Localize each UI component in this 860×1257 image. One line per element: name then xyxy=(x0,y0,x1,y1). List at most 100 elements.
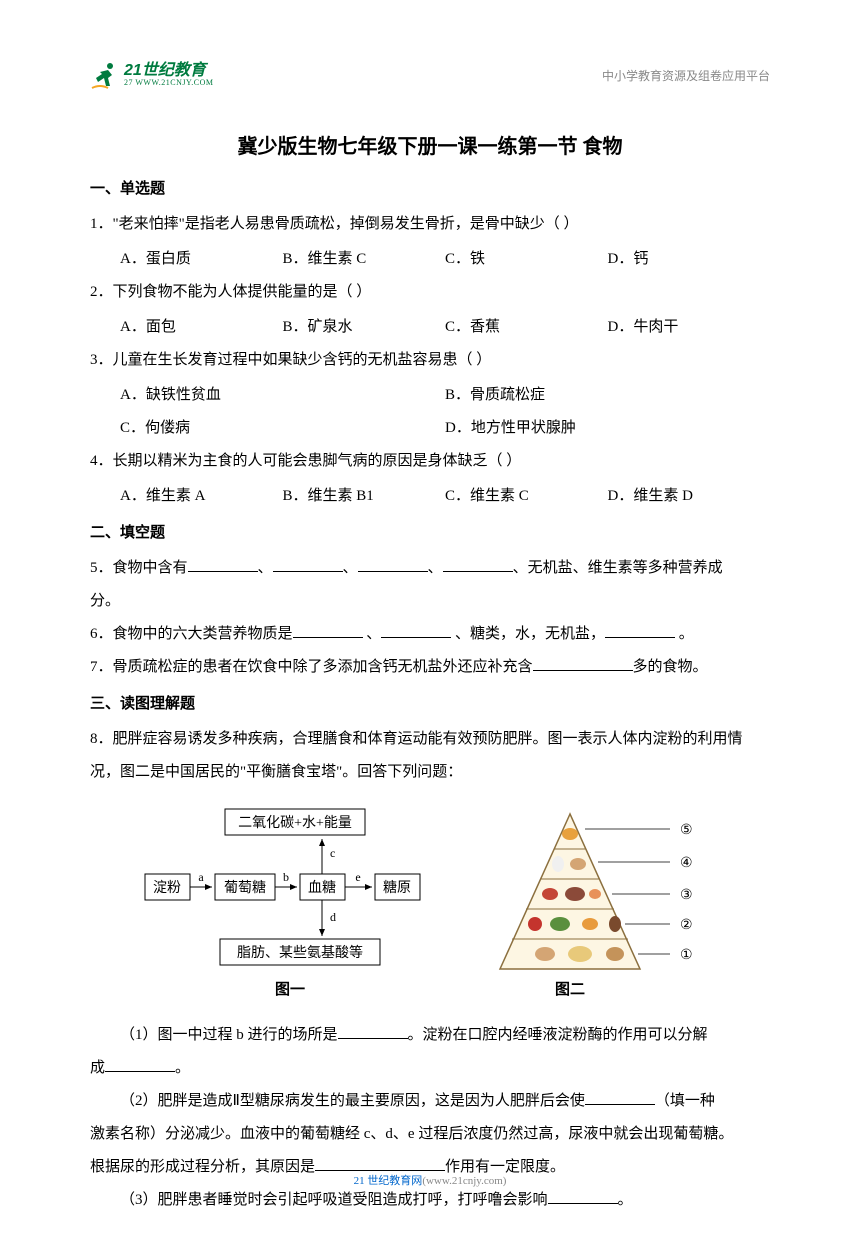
question-7: 7．骨质疏松症的患者在饮食中除了多添加含钙无机盐外还应补充含 多的食物。 xyxy=(90,651,770,684)
page-header: 21世纪教育 27 WWW.21CNJY.COM 中小学教育资源及组卷应用平台 xyxy=(90,60,770,90)
section-3-title: 三、读图理解题 xyxy=(90,692,770,713)
q8-sub1: （1）图一中过程 b 进行的场所是 。淀粉在口腔内经唾液淀粉酶的作用可以分解 xyxy=(90,1019,770,1052)
q1-options: A．蛋白质 B．维生素 C C．铁 D．钙 xyxy=(90,243,770,276)
q5-sep3: 、 xyxy=(428,560,443,576)
diagram-area: 二氧化碳+水+能量 淀粉 葡萄糖 血糖 糖原 脂肪、某些氨基酸等 xyxy=(90,799,770,1004)
q4-options: A．维生素 A B．维生素 B1 C．维生素 C D．维生素 D xyxy=(90,480,770,513)
q8s3-p1: （3）肥胖患者睡觉时会引起呼吸道受阻造成打呼，打呼噜会影响 xyxy=(120,1192,548,1208)
footer-main: 21 世纪教育网 xyxy=(354,1175,423,1187)
q1-opt-c: C．铁 xyxy=(445,243,608,276)
q2-opt-d: D．牛肉干 xyxy=(608,311,771,344)
question-6: 6．食物中的六大类营养物质是 、 、糖类，水，无机盐， 。 xyxy=(90,618,770,651)
q4-opt-c: C．维生素 C xyxy=(445,480,608,513)
header-right-text: 中小学教育资源及组卷应用平台 xyxy=(602,67,770,84)
q7-p1: 7．骨质疏松症的患者在饮食中除了多添加含钙无机盐外还应补充含 xyxy=(90,659,533,675)
blank xyxy=(273,554,343,572)
q6-s1: 、 xyxy=(363,626,382,642)
q2-stem: 2．下列食物不能为人体提供能量的是（ ） xyxy=(90,276,770,309)
q5-sep1: 、 xyxy=(258,560,273,576)
logo-text: 21世纪教育 27 WWW.21CNJY.COM xyxy=(124,63,213,87)
blank xyxy=(605,620,675,638)
q8-sub2b: 激素名称）分泌减少。血液中的葡萄糖经 c、d、e 过程后浓度仍然过高，尿液中就会… xyxy=(90,1118,770,1151)
q8s1-p1: （1）图一中过程 b 进行的场所是 xyxy=(120,1027,338,1043)
blank xyxy=(381,620,451,638)
q1-stem: 1．"老来怕摔"是指老人易患骨质疏松，掉倒易发生骨折，是骨中缺少（ ） xyxy=(90,208,770,241)
blank xyxy=(533,653,633,671)
q5-sep2: 、 xyxy=(343,560,358,576)
q1-opt-b: B．维生素 C xyxy=(283,243,446,276)
q5-p3: 分。 xyxy=(90,593,120,609)
diagram-2-pyramid: ⑤ ④ ③ ② ① 图二 xyxy=(470,799,720,1004)
blank xyxy=(585,1087,655,1105)
level-2: ② xyxy=(680,918,693,933)
q5-p1: 5．食物中含有 xyxy=(90,560,188,576)
section-2-title: 二、填空题 xyxy=(90,521,770,542)
logo-cn: 21世纪教育 xyxy=(124,63,213,79)
q4-opt-a: A．维生素 A xyxy=(120,480,283,513)
q3-options: A．缺铁性贫血 B．骨质疏松症 C．佝偻病 D．地方性甲状腺肿 xyxy=(90,379,770,445)
question-8-stem: 8．肥胖症容易诱发多种疾病，合理膳食和体育运动能有效预防肥胖。图一表示人体内淀粉… xyxy=(90,723,770,789)
q3-opt-b: B．骨质疏松症 xyxy=(445,379,770,412)
blank xyxy=(443,554,513,572)
blank xyxy=(188,554,258,572)
q3-opt-a: A．缺铁性贫血 xyxy=(120,379,445,412)
question-3: 3．儿童在生长发育过程中如果缺少含钙的无机盐容易患（ ） A．缺铁性贫血 B．骨… xyxy=(90,344,770,445)
q3-opt-d: D．地方性甲状腺肿 xyxy=(445,412,770,445)
level-1: ① xyxy=(680,948,693,963)
q8-sub1b: 成。 xyxy=(90,1052,770,1085)
blank xyxy=(338,1021,408,1039)
diagram-1-flowchart: 二氧化碳+水+能量 淀粉 葡萄糖 血糖 糖原 脂肪、某些氨基酸等 xyxy=(140,799,440,1004)
arrow-d: d xyxy=(330,910,336,924)
q3-opt-c: C．佝偻病 xyxy=(120,412,445,445)
q2-opt-b: B．矿泉水 xyxy=(283,311,446,344)
arrow-e: e xyxy=(355,870,360,884)
q2-opt-c: C．香蕉 xyxy=(445,311,608,344)
flow-top: 二氧化碳+水+能量 xyxy=(238,815,352,831)
q7-p2: 多的食物。 xyxy=(633,659,708,675)
blank xyxy=(358,554,428,572)
q6-end: 。 xyxy=(675,626,694,642)
q3-stem: 3．儿童在生长发育过程中如果缺少含钙的无机盐容易患（ ） xyxy=(90,344,770,377)
q4-opt-d: D．维生素 D xyxy=(608,480,771,513)
logo-runner-icon xyxy=(90,60,120,90)
q2-opt-a: A．面包 xyxy=(120,311,283,344)
level-4: ④ xyxy=(680,856,693,871)
level-3: ③ xyxy=(680,888,693,903)
q8-sub2: （2）肥胖是造成Ⅱ型糖尿病发生的最主要原因，这是因为人肥胖后会使 （填一种 xyxy=(90,1085,770,1118)
q5-p2: 、无机盐、维生素等多种营养成 xyxy=(513,560,723,576)
q6-s2: 、糖类，水，无机盐， xyxy=(451,626,605,642)
q8s2-p3: 激素名称）分泌减少。血液中的葡萄糖经 c、d、e 过程后浓度仍然过高，尿液中就会… xyxy=(90,1126,733,1142)
section-1-title: 一、单选题 xyxy=(90,177,770,198)
blank xyxy=(105,1054,175,1072)
arrow-b: b xyxy=(283,870,289,884)
arrow-c: c xyxy=(330,846,335,860)
q2-options: A．面包 B．矿泉水 C．香蕉 D．牛肉干 xyxy=(90,311,770,344)
q8s2-p2: （填一种 xyxy=(655,1093,715,1109)
q8-sub3: （3）肥胖患者睡觉时会引起呼吸道受阻造成打呼，打呼噜会影响 。 xyxy=(90,1184,770,1217)
flow-bottom: 脂肪、某些氨基酸等 xyxy=(237,944,363,961)
logo: 21世纪教育 27 WWW.21CNJY.COM xyxy=(90,60,213,90)
flow-mid2: 血糖 xyxy=(308,880,336,896)
blank xyxy=(548,1186,618,1204)
question-4: 4．长期以精米为主食的人可能会患脚气病的原因是身体缺乏（ ） A．维生素 A B… xyxy=(90,445,770,513)
flow-right: 糖原 xyxy=(383,880,411,896)
arrow-a: a xyxy=(198,870,204,884)
q4-stem: 4．长期以精米为主食的人可能会患脚气病的原因是身体缺乏（ ） xyxy=(90,445,770,478)
q8s1-p2: 。淀粉在口腔内经唾液淀粉酶的作用可以分解 xyxy=(408,1027,708,1043)
question-1: 1．"老来怕摔"是指老人易患骨质疏松，掉倒易发生骨折，是骨中缺少（ ） A．蛋白… xyxy=(90,208,770,276)
page-footer: 21 世纪教育网(www.21cnjy.com) xyxy=(0,1172,860,1188)
q8s3-p2: 。 xyxy=(618,1192,633,1208)
page-title: 冀少版生物七年级下册一课一练第一节 食物 xyxy=(90,130,770,159)
blank xyxy=(315,1153,445,1171)
q1-opt-d: D．钙 xyxy=(608,243,771,276)
logo-en: 27 WWW.21CNJY.COM xyxy=(124,79,213,87)
q8s1-p4: 。 xyxy=(175,1060,190,1076)
flow-mid1: 葡萄糖 xyxy=(224,880,266,896)
diagram1-label: 图一 xyxy=(275,981,305,998)
q8s2-p1: （2）肥胖是造成Ⅱ型糖尿病发生的最主要原因，这是因为人肥胖后会使 xyxy=(120,1093,585,1109)
q6-p1: 6．食物中的六大类营养物质是 xyxy=(90,626,293,642)
diagram2-label: 图二 xyxy=(555,981,585,998)
question-5: 5．食物中含有 、 、 、 、无机盐、维生素等多种营养成分。 xyxy=(90,552,770,618)
q1-opt-a: A．蛋白质 xyxy=(120,243,283,276)
level-5: ⑤ xyxy=(680,823,693,838)
